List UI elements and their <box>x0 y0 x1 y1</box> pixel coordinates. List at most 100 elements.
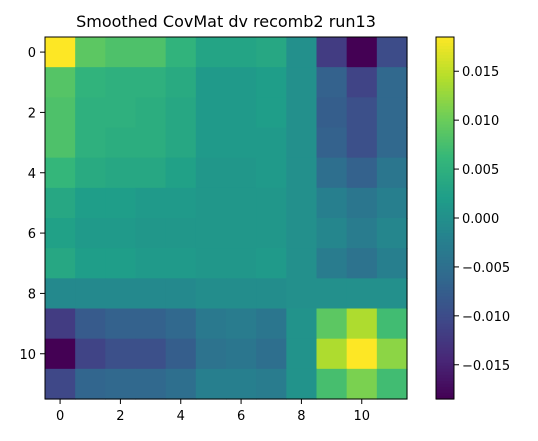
colorbar-segment <box>436 389 454 394</box>
heatmap-cell <box>75 218 106 249</box>
heatmap-cell <box>286 187 318 219</box>
colorbar-segment <box>436 395 454 400</box>
colorbar-segment <box>436 157 454 162</box>
colorbar-segment <box>436 37 454 41</box>
colorbar-segment <box>436 187 454 192</box>
heatmap-cell <box>45 338 76 370</box>
colorbar-tick-label: 0.005 <box>462 163 499 178</box>
colorbar-segment <box>436 281 454 285</box>
colorbar-tick-label: −0.005 <box>462 261 510 276</box>
colorbar-segment <box>436 338 454 343</box>
heatmap-cell <box>165 368 197 400</box>
x-tick-label: 4 <box>177 409 185 424</box>
heatmap-cell <box>256 67 287 98</box>
y-tick-label: 2 <box>28 106 36 121</box>
colorbar-segment <box>436 112 454 117</box>
colorbar-segment <box>436 287 454 291</box>
heatmap-cell <box>316 218 348 249</box>
heatmap-cell <box>195 97 227 129</box>
heatmap-cell <box>75 67 106 98</box>
x-axis: 0 2 4 6 8 10 <box>56 399 370 424</box>
heatmap-cell <box>45 157 76 189</box>
heatmap-cell <box>45 308 76 340</box>
heatmap-cell <box>226 127 257 159</box>
colorbar-segment <box>436 323 454 328</box>
heatmap-cell <box>135 278 167 310</box>
colorbar-tick-label: 0.015 <box>462 65 499 80</box>
heatmap-cell <box>45 127 76 159</box>
heatmap-cell <box>105 218 137 249</box>
heatmap-cell <box>376 187 408 219</box>
colorbar-segment <box>436 85 454 89</box>
heatmap-cell <box>75 127 106 159</box>
colorbar-segment <box>436 311 454 316</box>
heatmap-cell <box>75 248 106 279</box>
colorbar-segment <box>436 40 454 44</box>
colorbar-segment <box>436 73 454 77</box>
colorbar-segment <box>436 46 454 50</box>
y-axis: 0 2 4 6 8 10 <box>19 46 45 363</box>
heatmap-cell <box>316 37 348 68</box>
x-tick-label: 8 <box>297 409 305 424</box>
heatmap-cell <box>45 97 76 129</box>
colorbar-segment <box>436 175 454 180</box>
heatmap-cell <box>226 218 257 249</box>
colorbar-tick-label: 0.010 <box>462 114 499 129</box>
colorbar-segment <box>436 88 454 92</box>
colorbar-segment <box>436 127 454 132</box>
colorbar-segment <box>436 263 454 267</box>
heatmap-cell <box>165 127 197 159</box>
heatmap-cell <box>256 37 287 68</box>
heatmap-cell <box>45 248 76 279</box>
colorbar-segment <box>436 100 454 104</box>
colorbar-segment <box>436 371 454 376</box>
heatmap-cell <box>135 127 167 159</box>
colorbar-segment <box>436 91 454 95</box>
colorbar-tick-label: −0.015 <box>462 359 510 374</box>
heatmap-cell <box>195 308 227 340</box>
colorbar-segment <box>436 296 454 301</box>
colorbar-segment <box>436 76 454 80</box>
heatmap-cell <box>376 338 408 370</box>
heatmap-cell <box>286 368 318 400</box>
colorbar-segment <box>436 320 454 325</box>
colorbar-segment <box>436 317 454 322</box>
heatmap-cell <box>316 97 348 129</box>
colorbar-segment <box>436 184 454 189</box>
colorbar-segment <box>436 299 454 304</box>
colorbar-segment <box>436 380 454 385</box>
heatmap-cell <box>195 67 227 98</box>
colorbar-segment <box>436 115 454 120</box>
heatmap-cell <box>165 157 197 189</box>
colorbar-segment <box>436 121 454 126</box>
heatmap-cell <box>346 368 378 400</box>
heatmap-cell <box>286 308 318 340</box>
colorbar-segment <box>436 151 454 156</box>
colorbar-segment <box>436 224 454 228</box>
heatmap-cell <box>376 308 408 340</box>
colorbar-segment <box>436 160 454 165</box>
colorbar-segment <box>436 293 454 298</box>
chart-title: Smoothed CovMat dv recomb2 run13 <box>76 12 376 31</box>
colorbar-segment <box>436 106 454 110</box>
colorbar-segment <box>436 82 454 86</box>
colorbar-segment <box>436 172 454 177</box>
heatmap-cell <box>346 127 378 159</box>
colorbar-segment <box>436 136 454 141</box>
heatmap-cell <box>195 127 227 159</box>
heatmap-cell <box>346 157 378 189</box>
heatmap-cell <box>316 127 348 159</box>
colorbar-segment <box>436 233 454 237</box>
heatmap-cell <box>226 97 257 129</box>
heatmap-cell <box>286 97 318 129</box>
x-tick-label: 2 <box>116 409 124 424</box>
heatmap-cell <box>105 97 137 129</box>
heatmap-cell <box>165 308 197 340</box>
heatmap-cell <box>346 278 378 310</box>
colorbar-segment <box>436 230 454 234</box>
heatmap-cell <box>316 248 348 279</box>
y-tick-label: 0 <box>28 46 36 61</box>
heatmap-cell <box>256 338 287 370</box>
colorbar-segment <box>436 332 454 337</box>
heatmap-cell <box>376 157 408 189</box>
